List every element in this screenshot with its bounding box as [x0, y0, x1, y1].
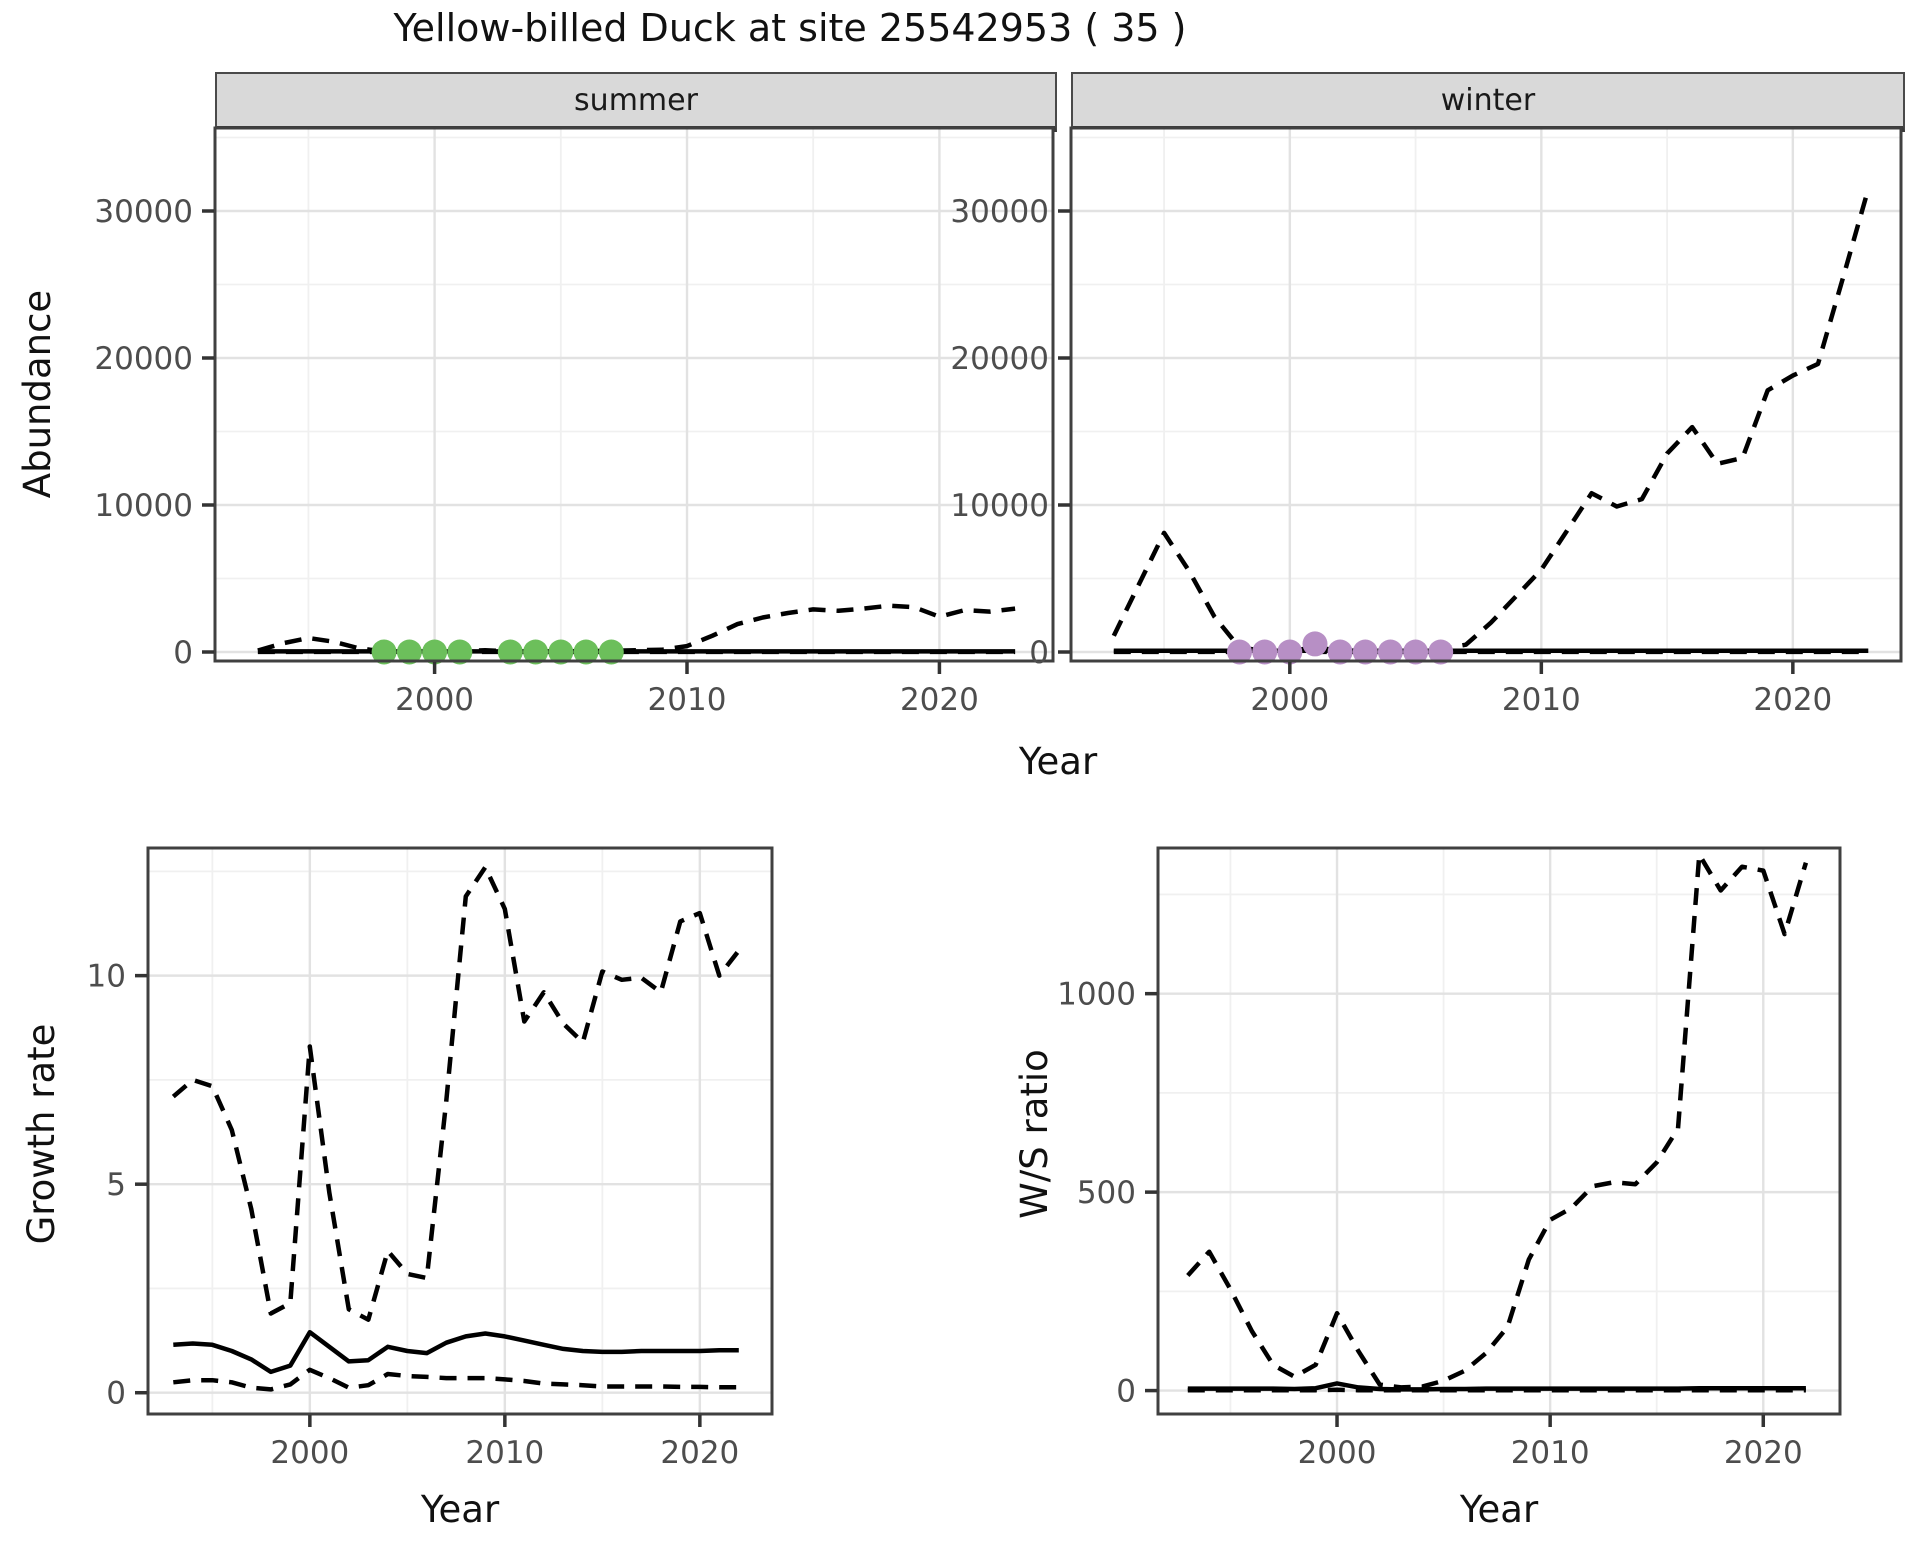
- growth_rate-x-tick-label: 2000: [270, 1435, 349, 1471]
- abundance_winter-observed_counts-dot: [1428, 639, 1454, 665]
- ws_ratio-x-tick-label: 2010: [1511, 1435, 1590, 1471]
- facet-strip-label: summer: [574, 82, 698, 118]
- growth_rate-estimate-line: [173, 1329, 739, 1375]
- growth_rate-y-tick-label: 0: [106, 1376, 126, 1412]
- abundance_summer-y-tick-label: 20000: [94, 341, 193, 377]
- ws_ratio-panel-border: [1156, 846, 1842, 1416]
- ws_ratio-panel-bg: [1158, 848, 1840, 1414]
- abundance_summer-x-tick-label: 2020: [900, 682, 979, 718]
- abundance_winter-observed_counts-dot: [1352, 639, 1378, 665]
- abundance_winter-x-tick-label: 2000: [1250, 682, 1329, 718]
- growth_rate-y-tick-label: 5: [106, 1167, 126, 1203]
- ws_ratio-y-tick-label: 500: [1077, 1175, 1136, 1211]
- abundance-x-axis-title: Year: [1018, 740, 1098, 783]
- growth_rate-panel-border: [146, 846, 774, 1416]
- abundance_winter-observed_counts-dot: [1277, 639, 1303, 665]
- ws_ratio-x-tick-label: 2020: [1724, 1435, 1803, 1471]
- abundance_winter-observed_counts-dot: [1227, 639, 1252, 665]
- growth_rate-lower_95ci-line: [173, 1367, 739, 1392]
- abundance_winter-observed_counts-dot: [1252, 639, 1278, 665]
- abundance_summer-panel-border: [213, 126, 1055, 663]
- abundance_summer-x-tick-label: 2000: [395, 682, 474, 718]
- growth-rate-y-axis-title: Growth rate: [20, 1023, 63, 1245]
- growth_rate-x-tick-label: 2020: [660, 1435, 739, 1471]
- abundance_summer-observed_counts-dot: [548, 639, 574, 665]
- abundance_summer-observed_counts-dot: [396, 639, 422, 665]
- abundance_winter-x-tick-label: 2010: [1502, 682, 1581, 718]
- abundance_summer-y-tick-label: 10000: [94, 488, 193, 524]
- abundance_summer-panel-bg: [215, 128, 1053, 661]
- growth_rate-upper_95ci-line: [171, 864, 741, 1322]
- abundance_summer-x-tick-label: 2010: [648, 682, 727, 718]
- ws-ratio-x-axis-title: Year: [1459, 1488, 1539, 1531]
- abundance_winter-y-tick-label: 20000: [950, 341, 1049, 377]
- page-title: Yellow-billed Duck at site 25542953 ( 35…: [393, 6, 1187, 50]
- abundance_summer-y-tick-label: 0: [173, 635, 193, 671]
- facet-strip-label: winter: [1440, 82, 1536, 118]
- abundance_winter-panel-bg: [1071, 128, 1901, 661]
- abundance_summer-observed_counts-dot: [573, 639, 599, 665]
- abundance_winter-y-tick-label: 30000: [950, 194, 1049, 230]
- abundance_winter-y-tick-label: 10000: [950, 488, 1049, 524]
- growth-rate-x-axis-title: Year: [420, 1488, 500, 1531]
- abundance_winter-y-tick-label: 0: [1029, 635, 1049, 671]
- abundance-y-axis-title: Abundance: [16, 289, 59, 499]
- ws_ratio-upper_95ci-line: [1186, 852, 1809, 1390]
- ws_ratio-y-tick-label: 1000: [1057, 977, 1136, 1013]
- ws_ratio-y-tick-label: 0: [1116, 1374, 1136, 1410]
- growth_rate-x-tick-label: 2010: [465, 1435, 544, 1471]
- abundance_summer-observed_counts-dot: [523, 639, 549, 665]
- ws-ratio-y-axis-title: W/S ratio: [1013, 1049, 1056, 1219]
- facet-strip-winter: winter: [1071, 72, 1905, 132]
- growth_rate-panel-bg: [148, 848, 772, 1414]
- abundance_winter-panel-border: [1069, 126, 1903, 663]
- abundance_winter-x-tick-label: 2020: [1753, 682, 1832, 718]
- ws_ratio-x-tick-label: 2000: [1298, 1435, 1377, 1471]
- facet-strip-summer: summer: [215, 72, 1057, 132]
- abundance_summer-observed_counts-dot: [422, 639, 448, 665]
- abundance_summer-y-tick-label: 30000: [94, 194, 193, 230]
- growth_rate-y-tick-label: 10: [87, 959, 126, 995]
- abundance_summer-observed_counts-dot: [497, 639, 523, 665]
- abundance_summer-observed_counts-dot: [447, 639, 473, 665]
- abundance_winter-observed_counts-dot: [1302, 631, 1328, 657]
- abundance_winter-observed_counts-dot: [1403, 639, 1429, 665]
- abundance_summer-observed_counts-dot: [371, 639, 397, 665]
- abundance_winter-observed_counts-dot: [1377, 639, 1403, 665]
- abundance_winter-observed_counts-dot: [1327, 639, 1353, 665]
- abundance_summer-observed_counts-dot: [598, 639, 624, 665]
